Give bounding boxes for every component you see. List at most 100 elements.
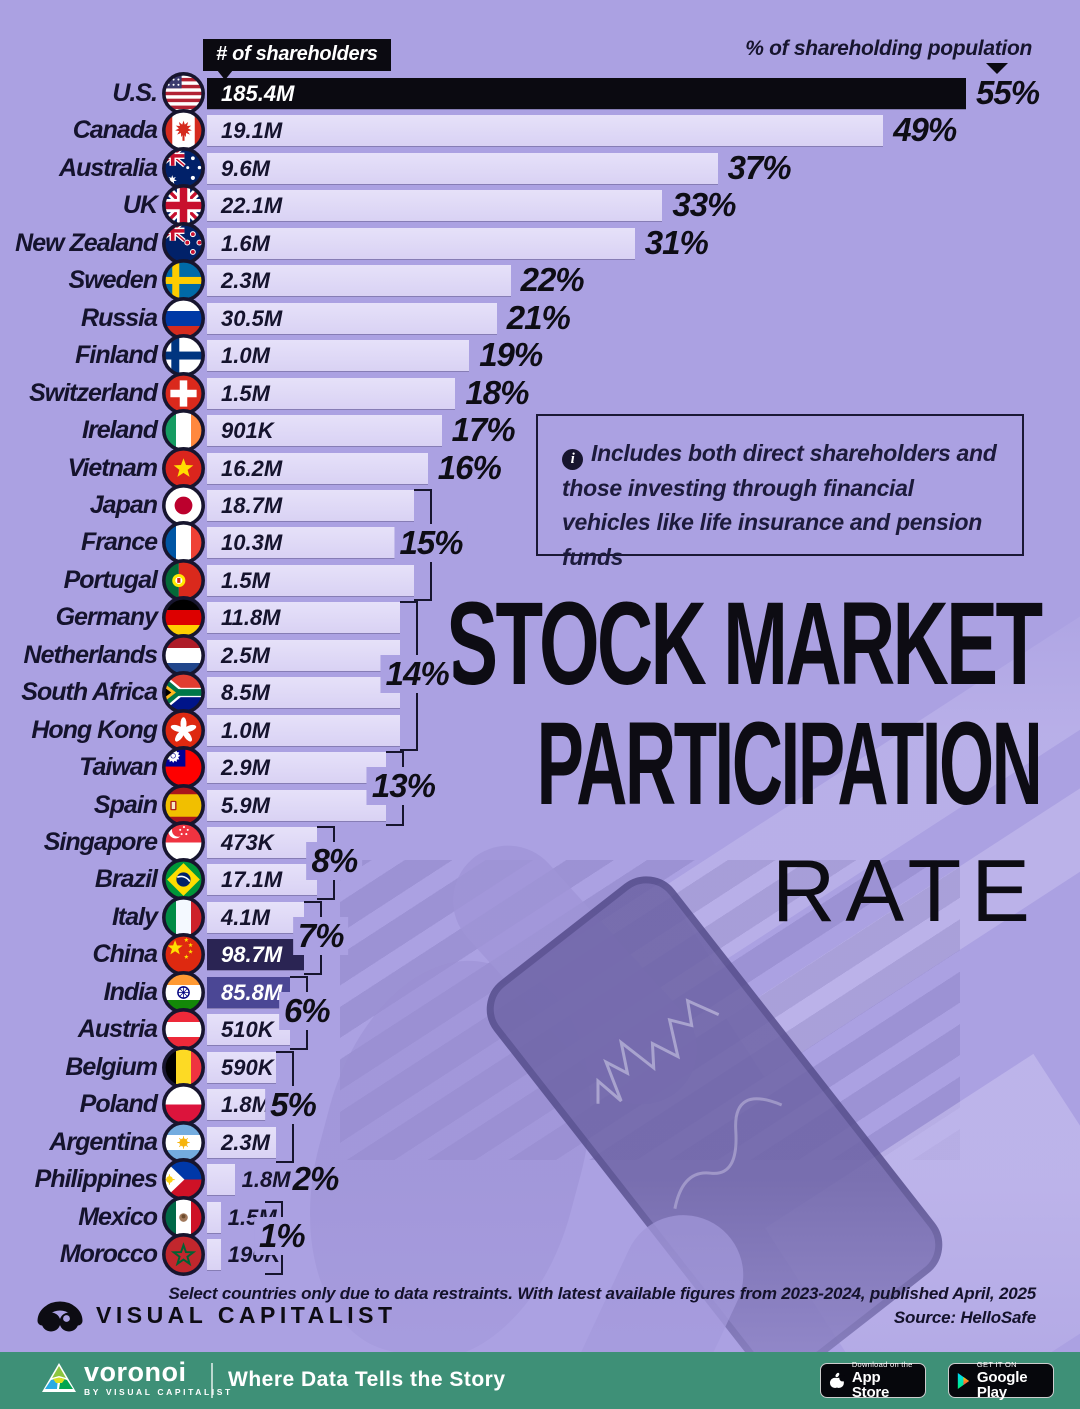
chart-row: Vietnam 16.2M 16% — [0, 446, 1080, 490]
country-label: France — [81, 528, 158, 557]
shareholder-count: 18.7M — [221, 492, 283, 518]
group-percent-label: 5% — [265, 1085, 321, 1124]
bar — [207, 452, 428, 484]
flag-pl-icon — [161, 1082, 206, 1127]
chart-row: Spain 5.9M — [0, 783, 1080, 827]
chart-row: Sweden 2.3M 22% — [0, 259, 1080, 303]
flag-br-icon — [161, 857, 206, 902]
shareholder-count: 5.9M — [221, 792, 270, 818]
country-label: Netherlands — [23, 640, 158, 669]
country-label: Argentina — [49, 1127, 158, 1156]
shareholder-count: 11.8M — [221, 605, 281, 631]
percent-label: 17% — [451, 411, 516, 449]
arrow-down-icon — [986, 63, 1008, 74]
chart-row: Canada 19.1M 49% — [0, 109, 1080, 153]
percent-label: 19% — [479, 336, 543, 374]
visual-capitalist-wordmark: VISUAL CAPITALIST — [96, 1301, 397, 1328]
shareholder-count: 1.6M — [221, 230, 270, 256]
shareholder-count: 185.4M — [221, 81, 295, 106]
shareholder-count: 901K — [221, 418, 274, 444]
info-icon: i — [562, 449, 583, 470]
percent-label: 2% — [292, 1160, 340, 1198]
shareholder-count: 510K — [221, 1017, 274, 1043]
country-label: Switzerland — [29, 378, 158, 407]
voronoi-subtitle: BY VISUAL CAPITALIST — [84, 1387, 233, 1397]
bar — [207, 1126, 276, 1158]
shareholder-count: 590K — [221, 1054, 274, 1080]
bar — [207, 677, 401, 709]
title-line-1: STOCK MARKET — [445, 578, 1043, 710]
shareholder-count: 22.1M — [221, 193, 283, 219]
country-label: Canada — [72, 116, 158, 145]
chart-row: Italy 4.1M — [0, 895, 1080, 939]
country-label: New Zealand — [15, 228, 158, 257]
google-play-badge[interactable]: GET IT ON Google Play — [948, 1359, 1054, 1402]
bar — [207, 527, 414, 559]
note-text: Includes both direct shareholders and th… — [562, 440, 997, 570]
visual-capitalist-logo: VISUAL CAPITALIST — [36, 1294, 397, 1336]
google-play-big-text: Google Play — [976, 1369, 1028, 1402]
bar — [207, 1051, 276, 1083]
country-label: Sweden — [68, 266, 158, 295]
shareholder-count: 30.5M — [221, 305, 283, 331]
bar — [207, 939, 304, 971]
country-label: India — [103, 977, 158, 1006]
shareholder-count: 4.1M — [221, 904, 270, 930]
chart-row: China 98.7M — [0, 933, 1080, 977]
shareholder-count: 8.5M — [221, 680, 270, 706]
chart-row: India 85.8M — [0, 970, 1080, 1014]
flag-nl-icon — [161, 633, 206, 678]
app-store-badge[interactable]: Download on the App Store — [820, 1361, 926, 1400]
voronoi-logo-icon — [42, 1363, 76, 1392]
shareholder-count: 2.9M — [221, 755, 270, 781]
bar — [207, 227, 635, 259]
footer-bar: voronoi BY VISUAL CAPITALIST Where Data … — [0, 1352, 1080, 1409]
flag-au-icon — [161, 146, 206, 191]
bar-chart: U.S. 185.4M 55% Canada 19.1M 49% Australia 9.6M… — [0, 72, 1080, 1276]
percent-label: 37% — [727, 148, 792, 186]
shareholder-count: 19.1M — [221, 118, 283, 144]
country-label: Hong Kong — [31, 715, 158, 744]
group-percent-label: 8% — [306, 842, 363, 881]
bar — [207, 564, 414, 596]
country-label: Morocco — [59, 1239, 158, 1268]
bar — [207, 190, 663, 222]
percent-label: 16% — [437, 448, 502, 486]
shareholder-count: 85.8M — [221, 979, 283, 1005]
country-label: Ireland — [82, 416, 158, 445]
shareholder-count: 2.5M — [221, 642, 270, 668]
footer-tagline: Where Data Tells the Story — [228, 1368, 506, 1391]
voronoi-wordmark: voronoi BY VISUAL CAPITALIST — [84, 1358, 233, 1397]
country-label: Japan — [89, 490, 158, 519]
bar — [207, 265, 511, 297]
flag-us-icon — [161, 71, 206, 116]
country-label: Singapore — [43, 828, 158, 856]
bar — [207, 1014, 290, 1046]
group-percent-label: 1% — [253, 1216, 310, 1255]
bar — [207, 78, 966, 109]
chart-row: New Zealand 1.6M 31% — [0, 221, 1080, 265]
bar — [207, 602, 401, 634]
group-percent-label: 14% — [380, 654, 454, 693]
country-label: China — [92, 940, 158, 969]
country-label: South Africa — [21, 678, 158, 707]
shareholder-count: 1.0M — [221, 343, 270, 369]
bar — [207, 115, 884, 147]
chart-row: U.S. 185.4M 55% — [0, 72, 1080, 115]
country-label: Finland — [75, 341, 158, 370]
chart-row: Philippines 1.8M 2% — [0, 1158, 1080, 1202]
bar — [207, 714, 401, 746]
chart-row: Singapore 473K — [0, 821, 1080, 864]
percent-label: 21% — [506, 298, 571, 336]
flag-se-icon — [161, 258, 206, 303]
footnote-line-2: Source: HelloSafe — [893, 1307, 1036, 1327]
bar — [207, 1201, 221, 1233]
flag-be-icon — [161, 1045, 206, 1090]
voronoi-name: voronoi — [84, 1357, 187, 1387]
country-label: Mexico — [78, 1202, 158, 1231]
chart-row: Germany 11.8M — [0, 596, 1080, 640]
google-play-small-text: GET IT ON — [976, 1359, 1017, 1369]
percent-label: 49% — [893, 111, 957, 149]
footer-divider — [211, 1363, 213, 1398]
bar — [207, 377, 456, 409]
